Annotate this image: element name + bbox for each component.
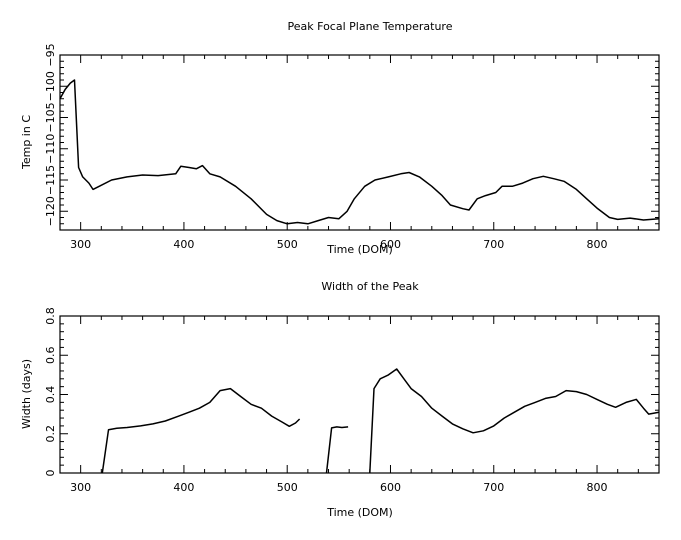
- x-tick-label: 500: [277, 481, 298, 494]
- temperature-y-axis-label: Temp in C: [20, 115, 33, 170]
- y-tick-label: 0.8: [44, 307, 57, 325]
- temperature-panel: Peak Focal Plane Temperature 300 400 500 60…: [20, 20, 660, 256]
- y-tick-label: 0.6: [44, 347, 57, 365]
- y-tick-label: −105: [44, 102, 57, 132]
- width-y-axis-label: Width (days): [20, 359, 33, 429]
- x-tick-label: 800: [587, 481, 608, 494]
- x-tick-label: 500: [277, 238, 298, 251]
- temperature-axis-ticks: [59, 54, 660, 231]
- y-tick-label: −120: [44, 196, 57, 226]
- x-tick-label: 800: [587, 238, 608, 251]
- temperature-x-axis-label: Time (DOM): [326, 243, 393, 256]
- y-tick-label: −100: [44, 71, 57, 101]
- width-plot-frame: [59, 315, 660, 474]
- x-tick-label: 400: [173, 238, 194, 251]
- width-x-axis-label: Time (DOM): [326, 506, 393, 519]
- width-chart-title: Width of the Peak: [321, 280, 419, 293]
- width-line-segment: [101, 387, 301, 474]
- temperature-x-tick-labels: 300 400 500 600 700 800: [70, 238, 607, 251]
- y-tick-label: 0: [44, 470, 57, 477]
- y-tick-label: −110: [44, 134, 57, 164]
- temperature-plot-frame: [59, 54, 660, 231]
- temperature-line-segment: [59, 79, 660, 225]
- y-tick-label: 0.2: [44, 425, 57, 443]
- x-tick-label: 600: [380, 481, 401, 494]
- x-tick-label: 600: [380, 238, 401, 251]
- temperature-y-tick-labels: −120−115−110 −105−100 −95: [44, 43, 57, 226]
- width-axis-ticks: [59, 315, 660, 474]
- width-line-segment: [325, 426, 349, 474]
- width-panel: Width of the Peak 300 400 500 600 700 800 0 0.…: [20, 280, 660, 519]
- y-tick-label: −115: [44, 165, 57, 195]
- width-x-tick-labels: 300 400 500 600 700 800: [70, 481, 607, 494]
- width-series: [101, 368, 660, 474]
- x-tick-label: 400: [173, 481, 194, 494]
- y-tick-label: 0.4: [44, 386, 57, 404]
- temperature-chart-title: Peak Focal Plane Temperature: [288, 20, 453, 33]
- y-tick-label: −95: [44, 43, 57, 66]
- width-line-segment: [369, 368, 660, 474]
- x-tick-label: 300: [70, 481, 91, 494]
- x-tick-label: 700: [483, 238, 504, 251]
- temperature-series: [59, 79, 660, 225]
- x-tick-label: 300: [70, 238, 91, 251]
- width-y-tick-labels: 0 0.2 0.4 0.6 0.8: [44, 307, 57, 476]
- x-tick-label: 700: [483, 481, 504, 494]
